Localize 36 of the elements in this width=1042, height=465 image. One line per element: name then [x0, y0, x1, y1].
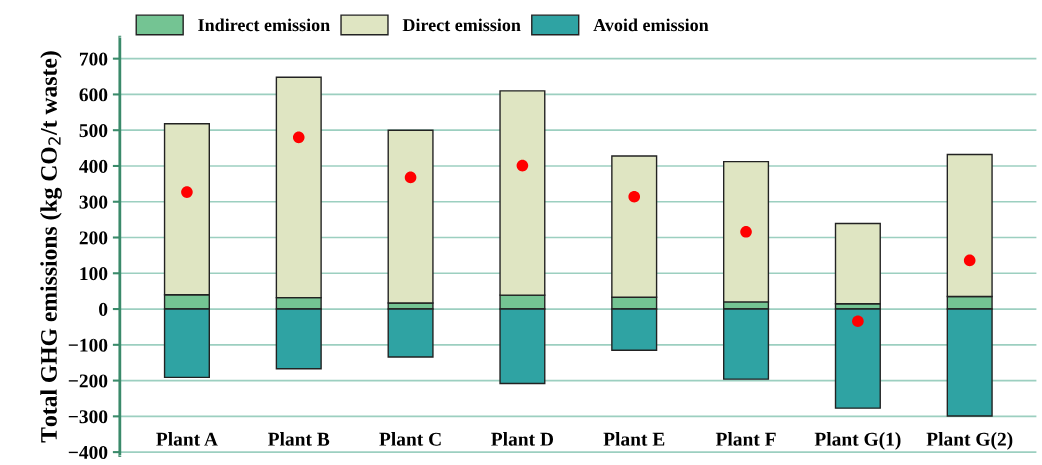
- point: [292, 131, 305, 144]
- point: [963, 254, 976, 267]
- y-axis-title: Total GHG emissions (kg CO$_{2}$/t waste): [40, 51, 62, 443]
- bar: [834, 222, 881, 305]
- y-tick-label: 200: [79, 231, 108, 245]
- point: [404, 171, 417, 184]
- x-tick-label: Plant F: [715, 432, 776, 446]
- x-tick-label: Plant B: [268, 432, 330, 446]
- x-tick-label: Plant D: [491, 432, 554, 446]
- y-tick-label: 0: [99, 302, 108, 316]
- y-tick-label: 100: [80, 267, 108, 281]
- x-tick-label: Plant C: [379, 432, 441, 446]
- y-tick-label: 300: [79, 195, 108, 209]
- x-tick-label: Plant E: [603, 432, 665, 446]
- point: [740, 225, 752, 238]
- y-tick-label: −200: [68, 374, 108, 388]
- legend-label: Indirect emission: [198, 18, 330, 32]
- x-tick-label: Plant G(2): [926, 432, 1013, 450]
- y-tick-label: 500: [79, 124, 108, 138]
- bar: [387, 129, 434, 304]
- y-tick-label: 600: [79, 88, 108, 102]
- legend-label: Direct emission: [402, 18, 521, 32]
- y-tick-label: −100: [68, 338, 108, 352]
- point: [181, 186, 193, 198]
- y-tick-label: −300: [68, 410, 108, 424]
- y-tick-label: 700: [79, 52, 108, 66]
- point: [852, 315, 864, 328]
- bar: [387, 308, 434, 358]
- point: [628, 190, 641, 203]
- legend-label: Avoid emission: [593, 18, 709, 32]
- x-tick-label: Plant G(1): [814, 432, 901, 450]
- y-tick-label: −400: [68, 445, 108, 460]
- x-tick-label: Plant A: [156, 432, 218, 446]
- y-tick-label: 400: [79, 159, 108, 173]
- point: [516, 159, 529, 172]
- bar: [834, 308, 881, 409]
